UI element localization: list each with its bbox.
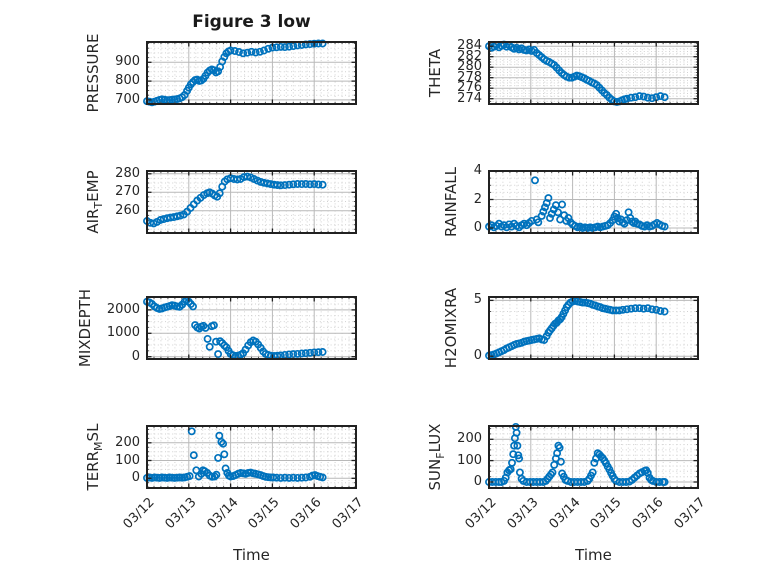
xaxis-label-right: Time <box>575 546 612 564</box>
y-tick-label: 100 <box>457 453 482 468</box>
y-tick-label: 800 <box>115 73 140 88</box>
minor-grid <box>489 297 698 359</box>
y-tick-label: 200 <box>457 431 482 446</box>
subplot-pressure <box>143 39 357 107</box>
data-points <box>143 172 327 228</box>
y-tick-label: 0 <box>473 348 482 363</box>
minor-grid <box>489 171 698 233</box>
subplot-terr-msl <box>143 425 357 489</box>
axes-border <box>146 170 357 234</box>
subplot-theta <box>485 40 699 106</box>
axes-border <box>146 296 357 360</box>
sun-flux-ylabel: SUNFLUX <box>426 423 447 491</box>
y-tick-label: 700 <box>115 92 140 107</box>
y-tick-label: 284 <box>457 38 482 53</box>
y-tick-label: 1000 <box>106 325 140 340</box>
y-tick-label: 0 <box>131 349 140 364</box>
subplot-h2omixra <box>485 296 699 360</box>
data-points <box>485 422 669 486</box>
y-tick-label: 0 <box>473 474 482 489</box>
subplot-rainfall <box>485 170 699 234</box>
y-tick-label: 282 <box>457 49 482 64</box>
axes-border <box>146 425 357 489</box>
y-tick-label: 2000 <box>106 302 140 317</box>
terr-msl-ylabel: TERRMSL <box>84 423 105 491</box>
data-points <box>143 427 327 482</box>
axes-border <box>488 41 699 105</box>
axes-border <box>488 296 699 360</box>
y-tick-label: 4 <box>473 163 482 178</box>
major-grid <box>489 297 698 359</box>
y-tick-label: 2 <box>473 192 482 207</box>
y-tick-label: 274 <box>457 91 482 106</box>
subplot-air-temp <box>143 170 357 234</box>
y-tick-label: 280 <box>457 59 482 74</box>
xaxis-label-left: Time <box>233 546 270 564</box>
minor-tick-marks <box>489 297 698 359</box>
data-points <box>143 39 327 107</box>
y-tick-label: 0 <box>131 470 140 485</box>
y-tick-label: 5 <box>473 292 482 307</box>
axes-border <box>146 41 357 105</box>
y-tick-label: 278 <box>457 70 482 85</box>
y-tick-label: 276 <box>457 80 482 95</box>
major-grid <box>147 42 356 104</box>
data-points <box>485 296 669 360</box>
data-points <box>143 296 327 360</box>
y-tick-label: 900 <box>115 54 140 69</box>
data-points <box>485 176 669 232</box>
figure-title: Figure 3 low <box>192 12 311 32</box>
axes-border <box>488 425 699 489</box>
y-tick-label: 280 <box>115 166 140 181</box>
y-tick-label: 260 <box>115 203 140 218</box>
y-tick-label: 270 <box>115 184 140 199</box>
data-points <box>485 40 669 106</box>
subplot-mixdepth <box>143 296 357 360</box>
minor-tick-marks <box>147 171 356 233</box>
y-tick-label: 200 <box>115 435 140 450</box>
y-tick-label: 0 <box>473 220 482 235</box>
major-grid <box>147 171 356 233</box>
tick-marks <box>488 297 699 359</box>
y-tick-label: 100 <box>115 453 140 468</box>
axes-border <box>488 170 699 234</box>
subplot-sun-flux <box>485 422 699 489</box>
